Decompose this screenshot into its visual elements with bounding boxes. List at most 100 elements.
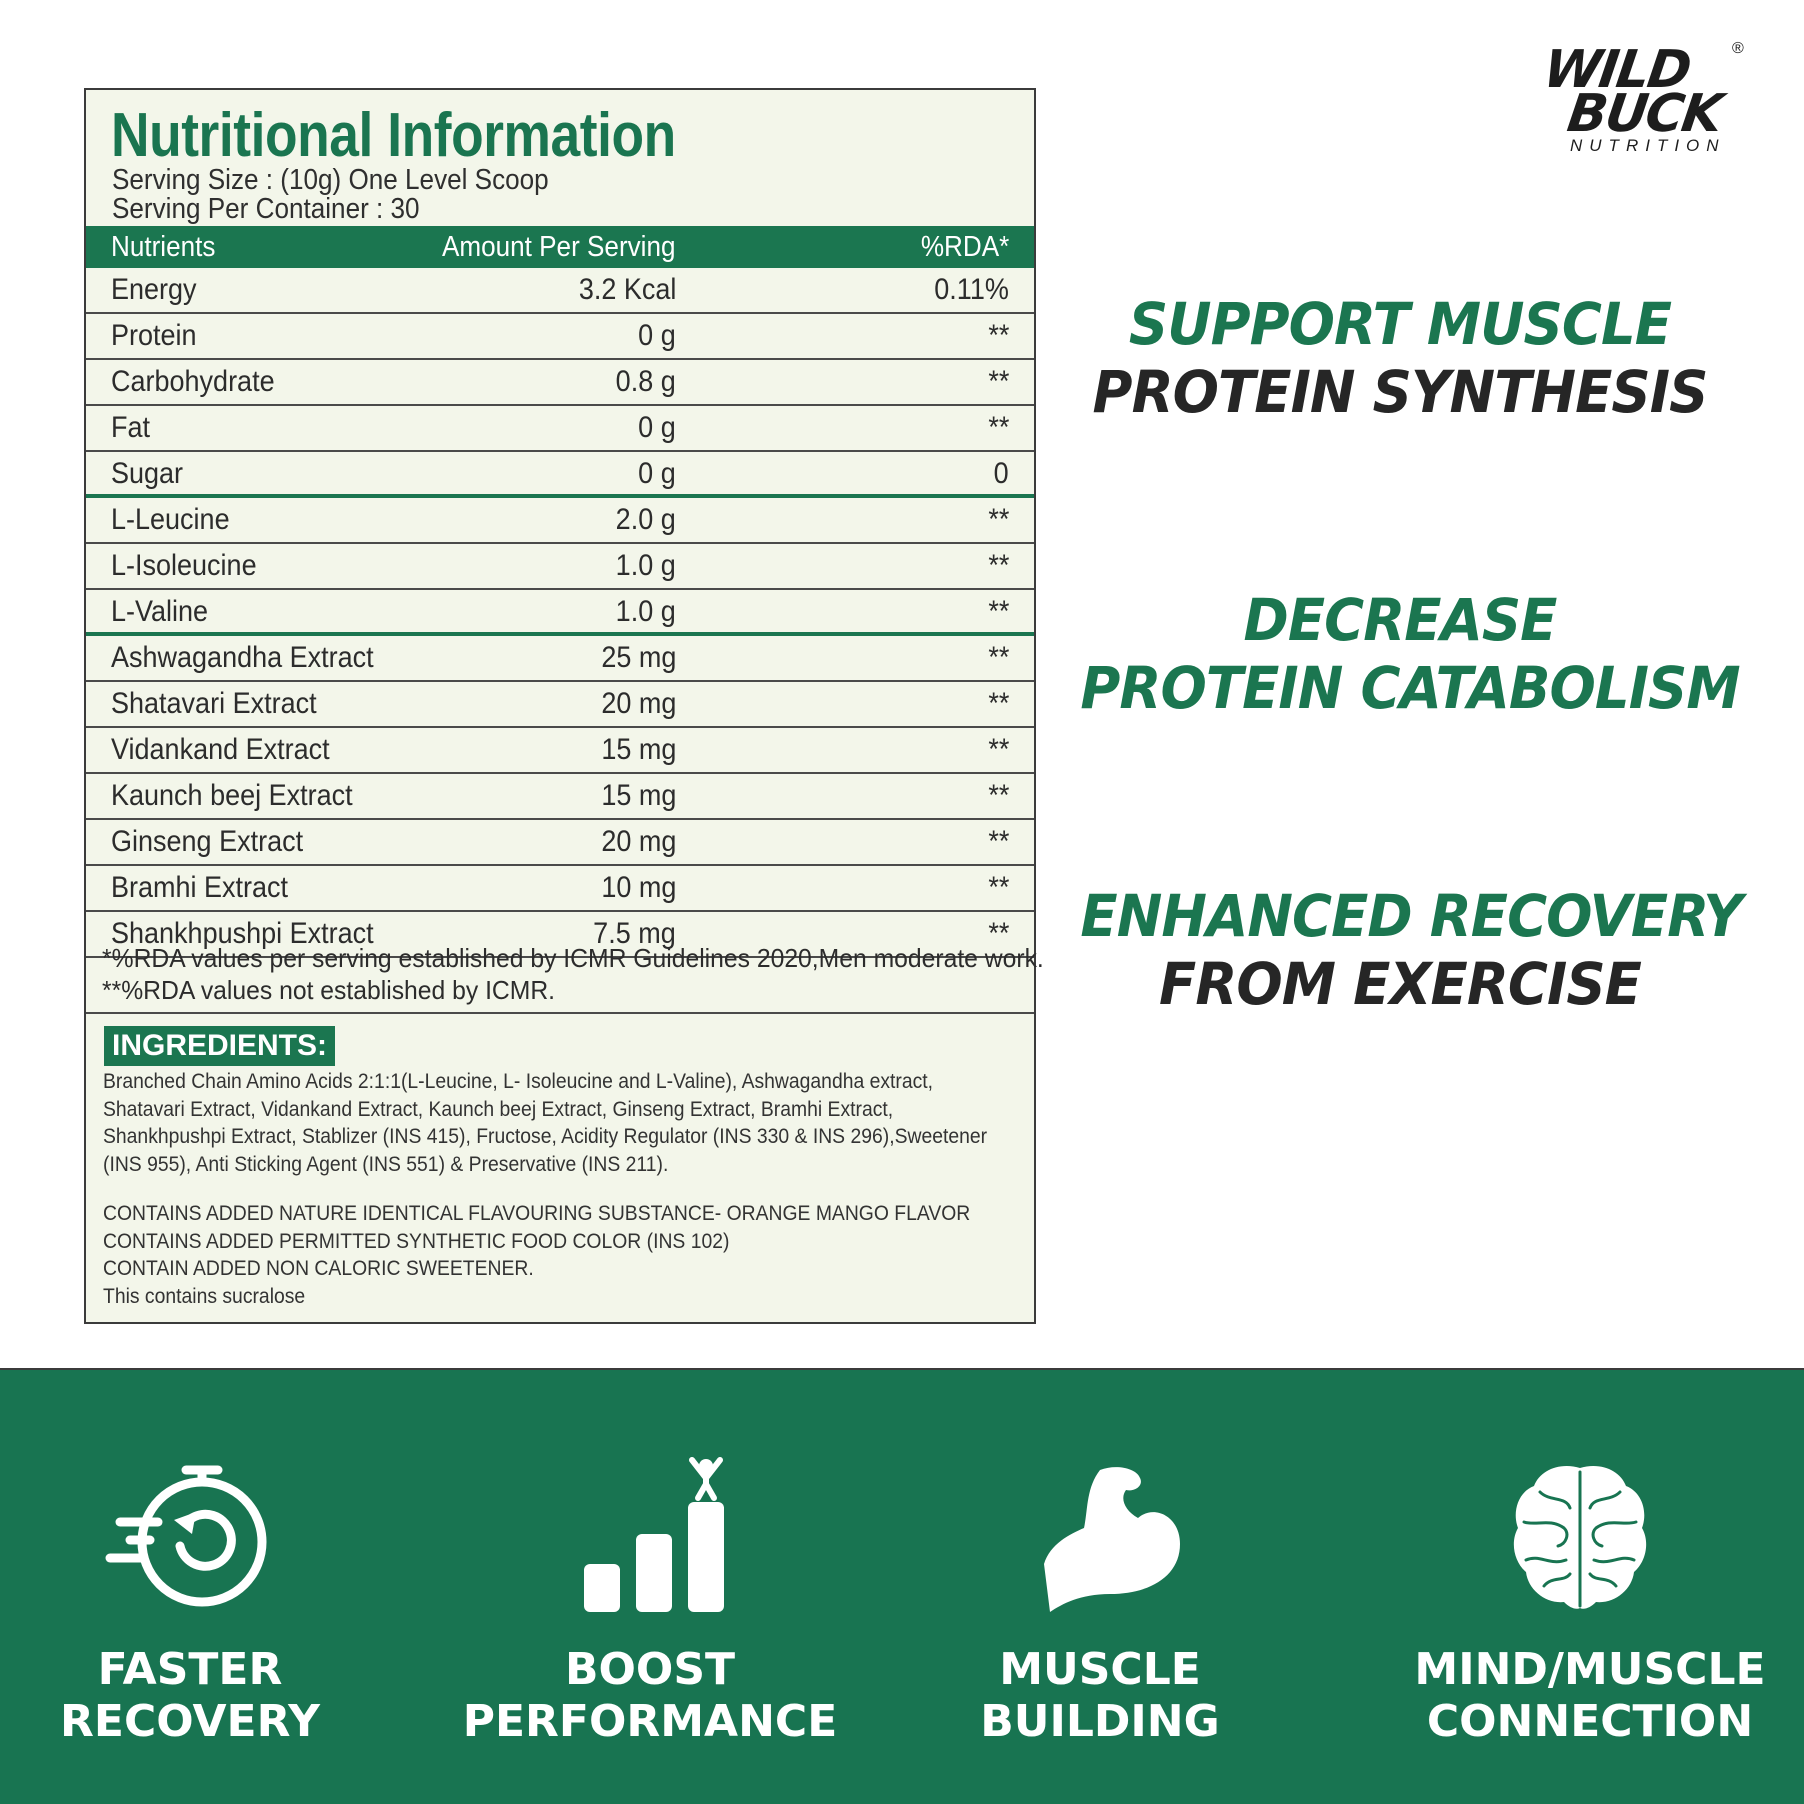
serving-size: Serving Size : (10g) One Level Scoop [112,164,549,196]
column-header-nutrients: Nutrients [111,231,216,263]
nutrient-name: Sugar [111,457,184,490]
feature-label: FASTER RECOVERY [0,1644,400,1748]
nutrient-name: Ashwagandha Extract [111,641,374,674]
column-header-amount: Amount Per Serving [442,231,676,263]
nutrient-amount: 25 mg [600,641,676,674]
claim-2-line-2: PROTEIN CATABOLISM [1080,654,1740,722]
feature-faster-recovery: FASTER RECOVERY [0,1370,420,1804]
feature-line-2: BUILDING [980,1696,1220,1747]
nutrient-rda: ** [987,411,1009,444]
nutrient-rda: ** [987,319,1009,352]
table-row: Bramhi Extract 10 mg ** [86,866,1034,912]
stopwatch-icon [105,1465,267,1607]
nutrient-amount: 1.0 g [615,549,676,582]
table-row: Vidankand Extract 15 mg ** [86,728,1034,774]
nutrient-name: L-Valine [111,595,209,628]
feature-muscle-building: MUSCLE BUILDING [910,1370,1330,1804]
registered-mark: ® [1732,40,1744,57]
nutrient-rda: ** [987,365,1009,398]
nutrient-rda: ** [987,871,1009,904]
nutrient-rda: ** [987,641,1009,674]
nutrient-rda: ** [987,825,1009,858]
nutrient-name: L-Isoleucine [111,549,257,582]
feature-label: MUSCLE BUILDING [890,1644,1310,1748]
nutrient-rda: 0.11% [934,273,1009,306]
claim-1-line-1: SUPPORT MUSCLE [1128,290,1672,358]
nutrient-amount: 10 mg [600,871,676,904]
nutrient-rda: ** [987,503,1009,536]
nutrient-name: Shankhpushpi Extract [111,917,374,950]
brand-logo: WILD BUCK NUTRITION ® [1540,40,1752,160]
logo-line-2: BUCK [1563,84,1725,144]
nutrient-name: Protein [111,319,197,352]
nutrient-amount: 0 g [638,411,676,444]
feature-mind-muscle-connection: MIND/MUSCLE CONNECTION [1360,1370,1780,1804]
nutrient-rda: ** [987,917,1009,950]
nutrition-table-body: Energy 3.2 Kcal 0.11% Protein 0 g ** Carbohy… [86,268,1034,958]
logo-subtitle: NUTRITION [1570,136,1726,155]
ingredients-label: INGREDIENTS: [104,1026,336,1066]
nutrient-amount: 0 g [638,457,676,490]
table-row: Energy 3.2 Kcal 0.11% [86,268,1034,314]
nutrient-name: Carbohydrate [111,365,275,398]
nutrient-amount: 15 mg [600,779,676,812]
table-row: Shankhpushpi Extract 7.5 mg ** [86,912,1034,958]
nutrient-name: Shatavari Extract [111,687,317,720]
nutrient-rda: 0 [993,457,1009,490]
table-row: Ginseng Extract 20 mg ** [86,820,1034,866]
nutrient-amount: 15 mg [600,733,676,766]
nutrient-rda: ** [987,687,1009,720]
feature-line-1: MIND/MUSCLE [1414,1644,1766,1695]
nutrient-name: Energy [111,273,197,306]
rda-footnote-2: **%RDA values not established by ICMR. [102,975,556,1005]
table-row: L-Valine 1.0 g ** [86,590,1034,636]
nutrient-name: Vidankand Extract [111,733,330,766]
flexed-arm-icon [1044,1467,1180,1612]
nutrient-rda: ** [987,595,1009,628]
table-row: Carbohydrate 0.8 g ** [86,360,1034,406]
nutrient-rda: ** [987,733,1009,766]
claim-3-line-2: FROM EXERCISE [1159,950,1642,1018]
nutrition-panel: Nutritional Information Serving Size : (… [84,88,1044,1324]
rda-footnote: *%RDA values per serving established by … [102,942,1044,1006]
table-row: Shatavari Extract 20 mg ** [86,682,1034,728]
contains-line: CONTAIN ADDED NON CALORIC SWEETENER. [103,1256,534,1280]
nutrient-amount: 20 mg [600,687,676,720]
table-row: L-Isoleucine 1.0 g ** [86,544,1034,590]
feature-line-2: CONNECTION [1426,1696,1754,1747]
brain-icon [1513,1466,1647,1609]
table-row: Protein 0 g ** [86,314,1034,360]
contains-line: CONTAINS ADDED NATURE IDENTICAL FLAVOURI… [103,1201,971,1225]
features-band: FASTER RECOVERY BOOST PERFORMANCE [0,1368,1804,1804]
nutrient-amount: 20 mg [600,825,676,858]
nutrient-name: Bramhi Extract [111,871,289,904]
table-row: Kaunch beej Extract 15 mg ** [86,774,1034,820]
nutrient-amount: 0 g [638,319,676,352]
claim-2-line-1: DECREASE [1243,586,1558,654]
ingredients-text: Branched Chain Amino Acids 2:1:1(L-Leuci… [103,1069,988,1176]
nutrient-name: Ginseng Extract [111,825,304,858]
claim-3: ENHANCED RECOVERY FROM EXERCISE [1080,882,1742,1018]
panel-title: Nutritional Information [111,101,676,170]
nutrient-name: Kaunch beej Extract [111,779,353,812]
contains-line: CONTAINS ADDED PERMITTED SYNTHETIC FOOD … [103,1228,730,1253]
claim-1-line-2: PROTEIN SYNTHESIS [1092,358,1709,426]
feature-line-1: MUSCLE [999,1644,1201,1695]
feature-line-2: PERFORMANCE [462,1696,838,1747]
table-header: Nutrients Amount Per Serving %RDA* [86,226,1034,268]
rda-footnote-1: *%RDA values per serving established by … [102,943,1044,973]
feature-label: MIND/MUSCLE CONNECTION [1380,1644,1800,1748]
nutrient-amount: 1.0 g [615,595,676,628]
nutrient-rda: ** [987,549,1009,582]
contains-line: This contains sucralose [103,1283,306,1308]
claim-1: SUPPORT MUSCLE PROTEIN SYNTHESIS [1080,290,1719,426]
nutrient-amount: 0.8 g [615,365,676,398]
table-row: L-Leucine 2.0 g ** [86,498,1034,544]
nutrient-amount: 3.2 Kcal [578,273,676,306]
claim-2: DECREASE PROTEIN CATABOLISM [1080,586,1740,722]
column-header-rda: %RDA* [920,231,1009,263]
feature-label: BOOST PERFORMANCE [440,1644,860,1748]
feature-line-1: FASTER [97,1644,283,1695]
table-row: Ashwagandha Extract 25 mg ** [86,636,1034,682]
feature-line-1: BOOST [564,1644,736,1695]
